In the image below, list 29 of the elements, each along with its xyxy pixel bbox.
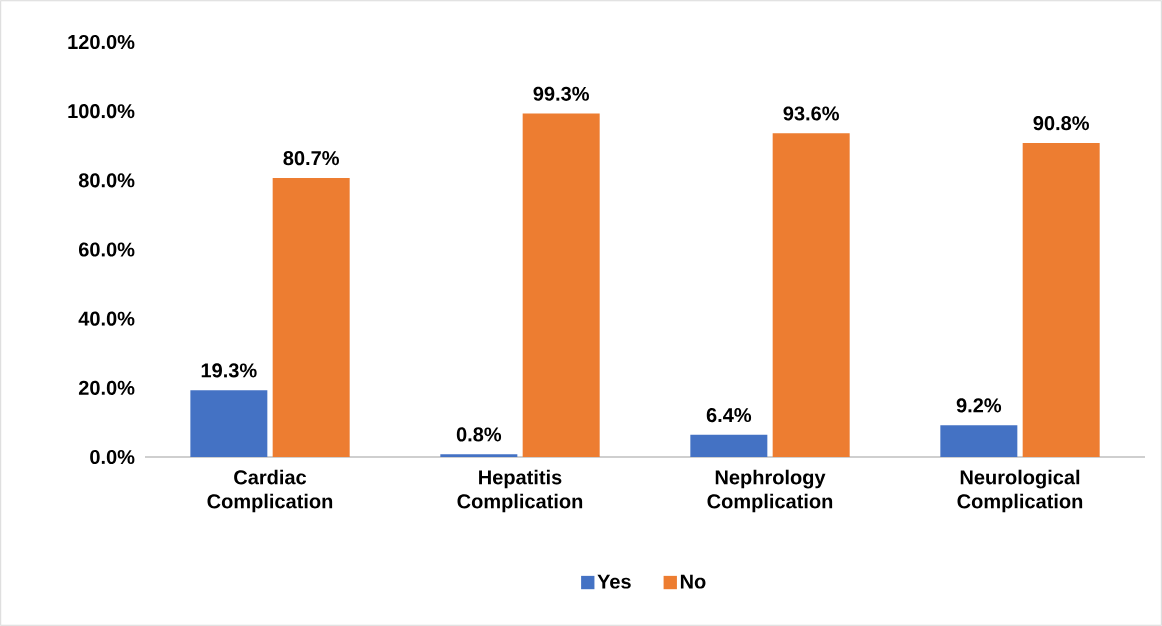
y-tick-label: 60.0% [78,242,135,257]
bar [690,434,768,457]
y-tick-label: 40.0% [78,311,135,326]
data-label: 19.3% [201,363,257,378]
bar [190,390,268,457]
legend-label: No [680,574,706,589]
data-label: 0.8% [456,427,502,442]
data-label: 80.7% [283,151,339,166]
bar [772,133,850,457]
x-tick-label: Neurological Complication [957,469,1083,513]
data-label: 9.2% [956,398,1002,413]
x-tick-label: Nephrology Complication [707,469,833,513]
data-label: 90.8% [1033,116,1089,131]
y-tick-label: 80.0% [78,173,135,188]
data-label: 99.3% [533,86,589,101]
data-label: 6.4% [706,407,752,423]
x-tick-label: Hepatitis Complication [457,469,583,513]
y-tick-label: 120.0% [68,34,135,50]
y-tick-label: 100.0% [68,104,135,119]
x-tick-label: Cardiac Complication [207,469,333,513]
y-tick-label: 20.0% [78,380,135,395]
bar [440,454,518,457]
bar [940,425,1018,457]
bar [272,177,350,457]
data-label: 93.6% [783,106,839,121]
bar [522,113,600,457]
bar [1022,142,1100,457]
legend-label: Yes [597,574,631,589]
y-tick-label: 0.0% [90,449,135,465]
